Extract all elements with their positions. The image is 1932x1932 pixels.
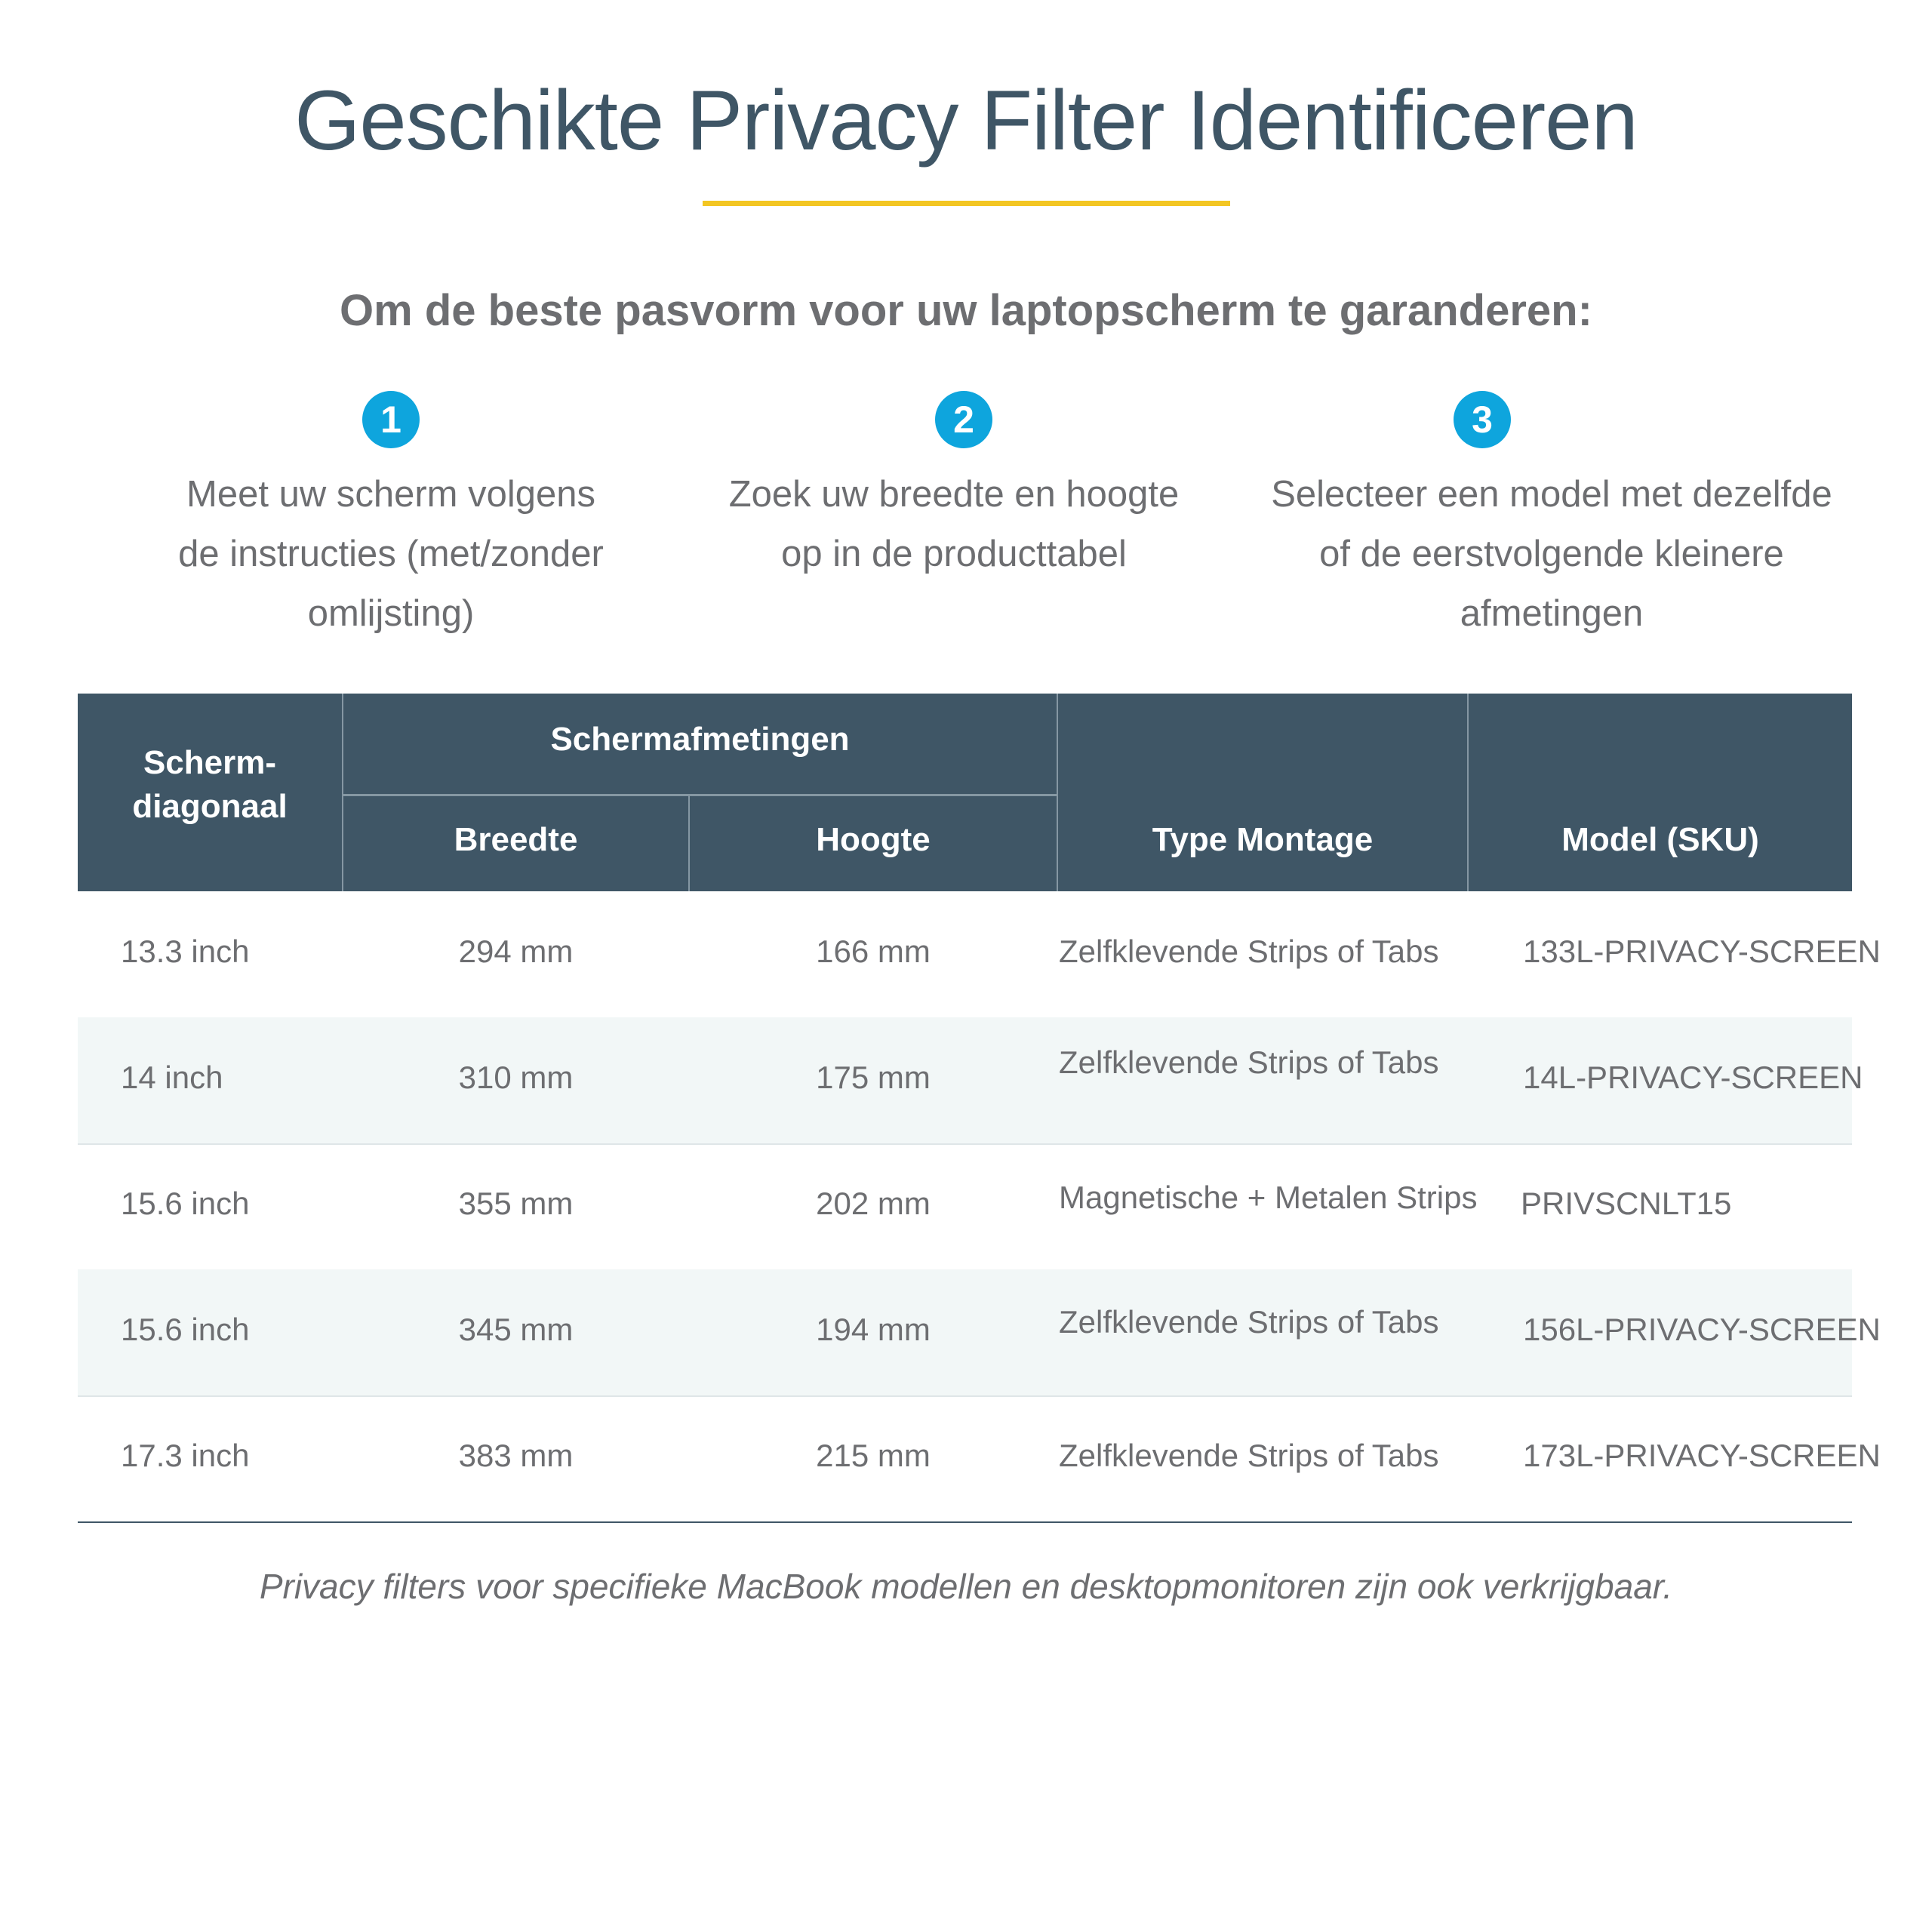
step-text: Zoek uw breedte en hoogte op in de produ… [645,465,1263,584]
step-line: omlijsting) [307,593,475,634]
cell-diagonal: 17.3 inch [121,1438,250,1473]
table-header [78,694,1852,891]
title-underline [703,201,1230,206]
cell-height: 175 mm [816,1060,931,1095]
cell-model: 133L-PRIVACY-SCREEN [1523,934,1881,969]
cell-height: 202 mm [816,1186,931,1221]
footnote: Privacy filters voor specifieke MacBook … [259,1567,1673,1606]
table-row: 15.6 inch 345 mm 194 mm Zelfklevende Strips… [78,1269,1881,1397]
cell-mount: Zelfklevende Strips of Tabs [1059,1304,1439,1340]
step-line: Selecteer een model met dezelfde [1271,474,1832,515]
cell-model: 156L-PRIVACY-SCREEN [1523,1312,1881,1347]
step-number-badge: 1 [362,391,420,448]
step-line: afmetingen [1460,593,1644,634]
cell-mount: Zelfklevende Strips of Tabs [1059,1044,1439,1080]
step-line: de instructies (met/zonder [178,534,604,574]
header-mount: Type Montage [1152,821,1374,858]
subtitle: Om de beste pasvorm voor uw laptopscherm… [340,286,1592,335]
cell-model: 173L-PRIVACY-SCREEN [1523,1438,1881,1473]
step-3: 3 Selecteer een model met dezelfde of de… [1242,391,1861,644]
cell-diagonal: 15.6 inch [121,1312,250,1347]
step-2: 2 Zoek uw breedte en hoogte op in de pro… [645,391,1263,584]
cell-height: 215 mm [816,1438,931,1473]
header-text: Scherm- [143,744,277,781]
cell-diagonal: 13.3 inch [121,934,250,969]
cell-width: 355 mm [458,1186,574,1221]
step-number-badge: 3 [1454,391,1511,448]
cell-width: 345 mm [458,1312,574,1347]
cell-mount: Zelfklevende Strips of Tabs [1059,1438,1439,1473]
header-text: diagonaal [132,788,288,825]
divider [1467,694,1469,891]
cell-mount: Zelfklevende Strips of Tabs [1059,934,1439,969]
header-width: Breedte [454,821,578,858]
cell-model: PRIVSCNLT15 [1521,1186,1732,1221]
header-diagonal: Scherm- diagonaal [78,741,342,829]
divider [343,794,1057,796]
step-line: op in de producttabel [781,534,1127,574]
cell-diagonal: 14 inch [121,1060,223,1095]
cell-width: 310 mm [458,1060,574,1095]
header-height: Hoogte [816,821,931,858]
header-model: Model (SKU) [1561,821,1759,858]
divider [342,694,343,891]
step-text: Selecteer een model met dezelfde of de e… [1242,465,1861,644]
cell-model: 14L-PRIVACY-SCREEN [1523,1060,1863,1095]
divider [1057,694,1058,891]
header-dimensions: Schermafmetingen [550,721,850,758]
page-title: Geschikte Privacy Filter Identificeren [294,73,1638,168]
cell-mount: Magnetische + Metalen Strips [1059,1180,1478,1215]
table-row: 13.3 inch 294 mm 166 mm Zelfklevende Strips… [78,891,1881,1019]
cell-diagonal: 15.6 inch [121,1186,250,1221]
step-1: 1 Meet uw scherm volgens de instructies … [82,391,700,644]
table-row: 14 inch 310 mm 175 mm Zelfklevende Strips o… [78,1017,1863,1145]
cell-height: 166 mm [816,934,931,969]
table-row: 15.6 inch 355 mm 202 mm Magnetische + Metal… [78,1143,1852,1271]
cell-height: 194 mm [816,1312,931,1347]
cell-width: 294 mm [458,934,574,969]
step-line: Zoek uw breedte en hoogte [728,474,1180,515]
table-row: 17.3 inch 383 mm 215 mm Zelfklevende Strips… [78,1395,1881,1523]
step-number-badge: 2 [935,391,992,448]
step-text: Meet uw scherm volgens de instructies (m… [82,465,700,644]
cell-width: 383 mm [458,1438,574,1473]
step-line: Meet uw scherm volgens [186,474,595,515]
divider [688,795,690,891]
step-line: of de eerstvolgende kleinere [1319,534,1784,574]
